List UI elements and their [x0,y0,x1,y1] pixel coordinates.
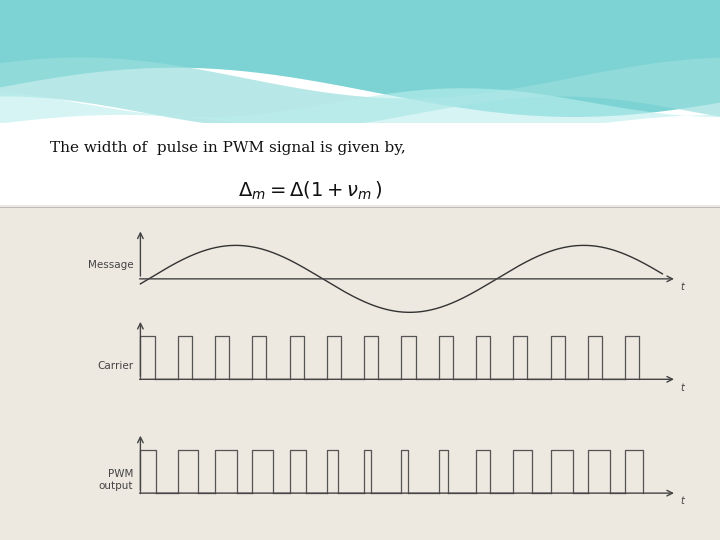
Polygon shape [0,0,720,117]
Polygon shape [0,57,720,129]
Text: t: t [680,496,684,507]
Text: t: t [680,282,684,292]
Text: t: t [680,383,684,393]
Text: Message: Message [88,260,133,271]
Bar [0,123,720,205]
Polygon shape [0,88,720,139]
Text: Carrier: Carrier [97,361,133,371]
Text: The width of  pulse in PWM signal is given by,: The width of pulse in PWM signal is give… [50,141,406,155]
Text: PWM
output: PWM output [99,469,133,490]
Text: $\Delta_m = \Delta(1+ \nu_m\,)$: $\Delta_m = \Delta(1+ \nu_m\,)$ [238,180,382,202]
